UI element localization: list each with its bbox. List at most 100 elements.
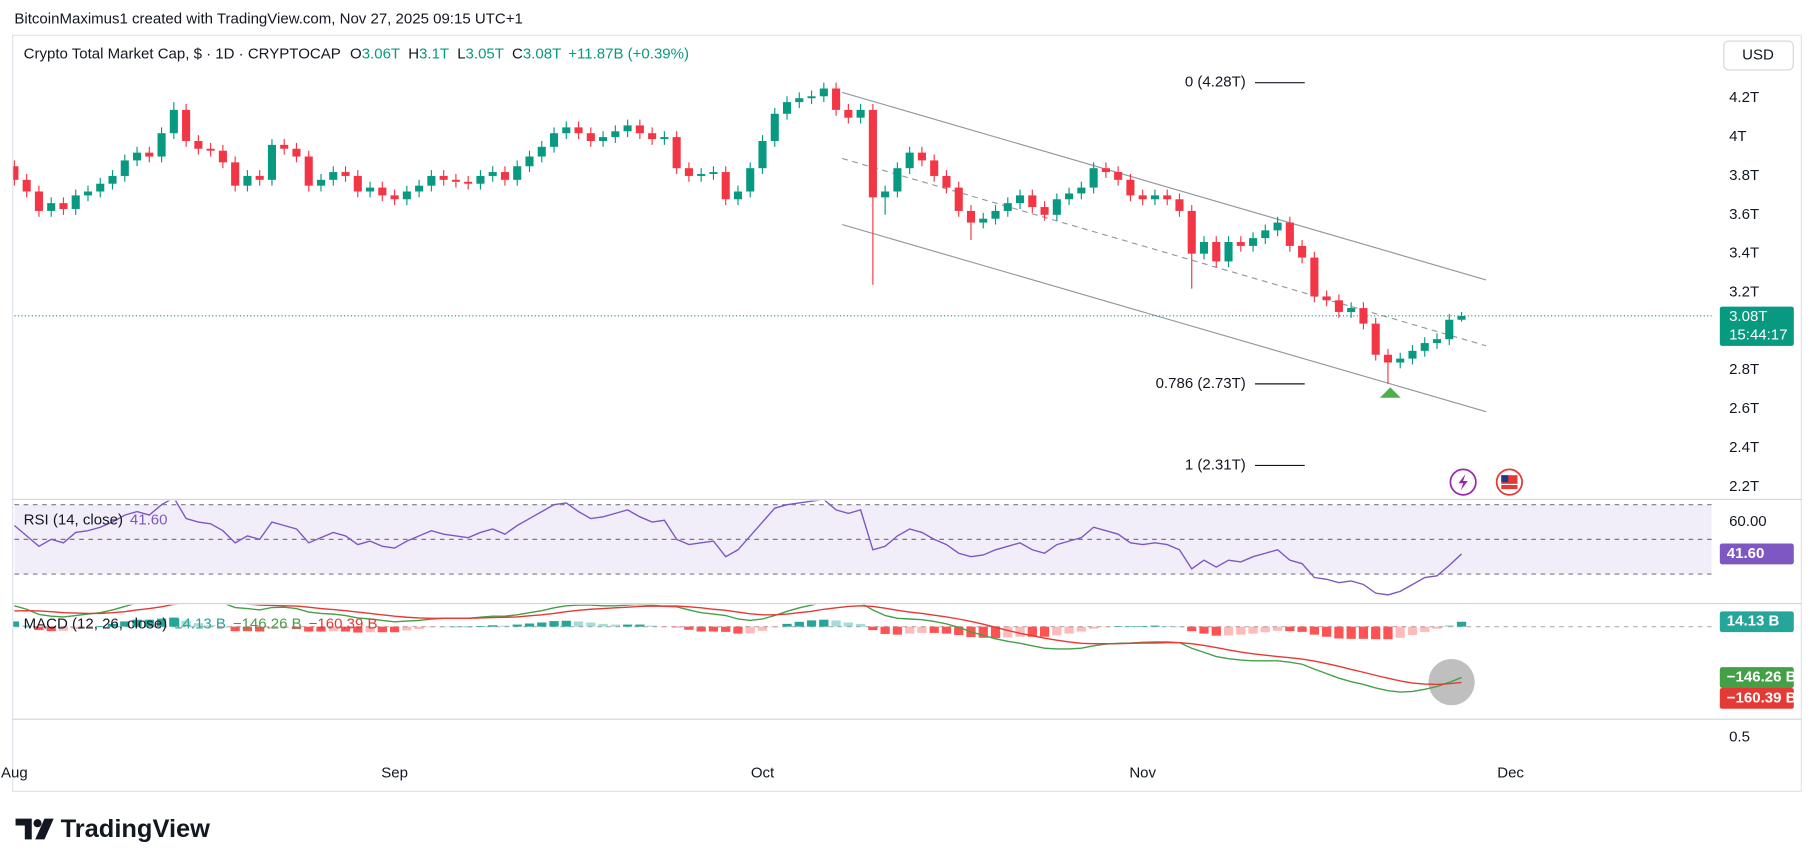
- candle-body: [795, 98, 804, 103]
- candle-body: [942, 175, 951, 188]
- currency-button-label[interactable]: USD: [1742, 46, 1774, 63]
- macd-histogram-bar: [242, 626, 253, 632]
- macd-histogram-bar: [1358, 626, 1369, 639]
- x-tick-label: Nov: [1129, 764, 1156, 781]
- macd-histogram-bar: [708, 626, 719, 632]
- pane-title: MACD (12, 26, close): [24, 615, 168, 632]
- macd-histogram-bar: [488, 625, 498, 627]
- macd-histogram-bar: [672, 626, 682, 628]
- legend-value: 41.60: [130, 511, 168, 528]
- macd-histogram-bar: [169, 617, 179, 627]
- macd-histogram-bar: [1346, 626, 1356, 639]
- macd-histogram-bar: [328, 626, 338, 632]
- fib-label: 0.786 (2.73T): [1156, 375, 1246, 392]
- event-icons: [1449, 468, 1523, 496]
- macd-histogram-bar: [414, 626, 424, 630]
- macd-histogram-bar: [1076, 626, 1086, 632]
- candle-body: [1408, 350, 1417, 359]
- rsi-value-label: 41.60: [1727, 545, 1765, 562]
- candle-body: [746, 168, 755, 192]
- macd-value-label: −160.39 B: [1727, 689, 1797, 706]
- macd-histogram-bar: [71, 626, 81, 630]
- candle-body: [586, 133, 595, 141]
- currency-button[interactable]: [1723, 40, 1794, 71]
- signal-arrow: [1379, 387, 1401, 398]
- candle-body: [1261, 230, 1270, 239]
- trend-line: [842, 223, 1487, 413]
- candle-body: [353, 175, 362, 192]
- candle-body: [1212, 242, 1221, 262]
- chart-legend: Crypto Total Market Cap, $ · 1D · CRYPTO…: [24, 45, 689, 62]
- x-tick-label: Oct: [751, 764, 775, 781]
- macd-histogram-bar: [1223, 626, 1234, 636]
- macd-histogram-bar: [1309, 626, 1319, 635]
- logo: TradingView: [15, 815, 210, 843]
- candle-body: [1322, 296, 1331, 301]
- macd-histogram-bar: [1248, 626, 1258, 634]
- candle-body: [770, 113, 779, 141]
- pane-legend: RSI (14, close) 41.60: [24, 511, 168, 528]
- macd-histogram-bar: [1395, 626, 1405, 638]
- candle-body: [513, 166, 522, 180]
- last-price-box: [1719, 306, 1794, 346]
- event-icon-glyph: [1501, 475, 1509, 483]
- candle-body: [329, 172, 338, 180]
- candle-body: [782, 102, 792, 114]
- macd-histogram-bar: [1211, 626, 1221, 636]
- macd-histogram-bar: [1260, 626, 1270, 633]
- ohlc-value: 3.06T: [362, 45, 400, 62]
- macd-histogram-bar: [463, 626, 473, 628]
- macd-histogram-bar: [524, 623, 535, 627]
- candle-body: [1015, 195, 1025, 204]
- macd-histogram-bar: [794, 621, 804, 627]
- candle-body: [660, 137, 669, 140]
- candle-body: [47, 203, 56, 211]
- logo-mark: [33, 819, 42, 828]
- macd-histogram-bar: [537, 622, 547, 627]
- macd-histogram-bar: [1420, 626, 1430, 632]
- ohlc-value: 3.08T: [523, 45, 561, 62]
- macd-value-label: −146.26 B: [1727, 669, 1797, 686]
- macd-histogram-bar: [426, 626, 437, 628]
- macd-line: [14, 604, 1462, 693]
- macd-histogram-bar: [635, 624, 645, 627]
- candle-body: [267, 144, 276, 180]
- macd-histogram-bar: [304, 626, 314, 632]
- macd-histogram-bar: [770, 626, 780, 628]
- macd-histogram-bar: [475, 625, 486, 627]
- macd-histogram-bar: [13, 621, 20, 627]
- macd-histogram-bar: [1174, 626, 1185, 628]
- macd-histogram-bar: [46, 626, 56, 632]
- macd-histogram-bar: [365, 626, 375, 633]
- candle-body: [402, 191, 411, 200]
- candle-body: [488, 172, 497, 176]
- macd-histogram-bar: [892, 626, 903, 635]
- macd-histogram-bar: [58, 626, 69, 631]
- candle-body: [1249, 238, 1258, 246]
- candle-body: [1383, 354, 1393, 363]
- candle-body: [378, 187, 387, 196]
- candle-body: [1065, 193, 1074, 200]
- macd-histogram-bar: [868, 626, 878, 631]
- ohlc-key: O: [350, 45, 362, 62]
- countdown: 15:44:17: [1729, 326, 1787, 343]
- macd-pane: [13, 604, 1712, 693]
- macd-histogram-bar: [721, 626, 731, 632]
- candle-body: [427, 175, 436, 186]
- macd-histogram-bar: [120, 621, 130, 627]
- x-tick-label: Dec: [1497, 764, 1524, 781]
- candle-body: [1420, 343, 1429, 351]
- band-fill: [14, 504, 1712, 575]
- candle-body: [635, 125, 644, 134]
- y-tick-label: 2.2T: [1729, 478, 1759, 495]
- candle-body: [893, 168, 902, 192]
- candle-body: [611, 131, 620, 138]
- candle-body: [255, 175, 264, 180]
- macd-histogram-bar: [684, 626, 694, 630]
- candle-body: [721, 172, 730, 200]
- macd-histogram-bar: [500, 625, 510, 627]
- legend-value: −146.26 B: [233, 615, 302, 632]
- macd-histogram-bar: [230, 626, 240, 632]
- pane-legend: MACD (12, 26, close) 14.13 B −146.26 B −160…: [24, 615, 378, 632]
- candle-body: [1077, 187, 1086, 194]
